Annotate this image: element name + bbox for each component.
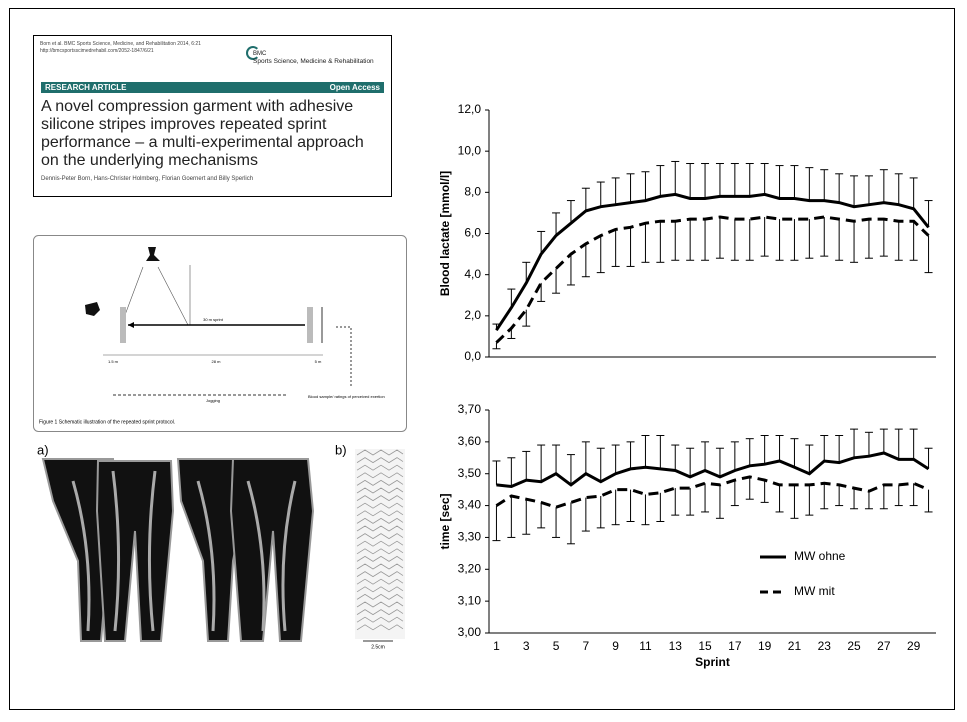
y-tick-label: 4,0: [464, 267, 481, 281]
x-tick-label: 19: [758, 639, 772, 653]
x-tick-label: 11: [639, 639, 652, 653]
y-tick-label: 3,40: [458, 498, 482, 512]
x-tick-label: 17: [728, 639, 742, 653]
y-tick-label: 6,0: [464, 226, 481, 240]
y-axis-title: Blood lactate [mmol/l]: [438, 171, 452, 296]
y-tick-label: 10,0: [458, 143, 482, 157]
x-tick-label: 1: [493, 639, 500, 653]
legend-label: MW mit: [794, 584, 835, 598]
legend-label: MW ohne: [794, 549, 846, 563]
series-line: [496, 453, 928, 487]
x-tick-label: 7: [583, 639, 590, 653]
series-line: [496, 217, 928, 343]
y-axis-title: time [sec]: [438, 493, 452, 549]
x-tick-label: 15: [698, 639, 712, 653]
x-tick-label: 9: [612, 639, 619, 653]
x-tick-label: 13: [669, 639, 683, 653]
y-tick-label: 3,30: [458, 530, 482, 544]
y-tick-label: 3,10: [458, 593, 482, 607]
y-tick-label: 0,0: [464, 349, 481, 363]
x-tick-label: 27: [877, 639, 891, 653]
slide: Born et al. BMC Sports Science, Medicine…: [0, 0, 967, 722]
x-tick-label: 5: [553, 639, 560, 653]
y-tick-label: 3,20: [458, 561, 482, 575]
x-tick-label: 29: [907, 639, 921, 653]
y-tick-label: 3,50: [458, 466, 482, 480]
x-tick-label: 23: [818, 639, 832, 653]
y-tick-label: 3,60: [458, 434, 482, 448]
x-tick-label: 3: [523, 639, 530, 653]
series-line: [496, 477, 928, 507]
y-tick-label: 8,0: [464, 185, 481, 199]
y-tick-label: 3,70: [458, 402, 482, 416]
y-tick-label: 2,0: [464, 308, 481, 322]
x-tick-label: 25: [847, 639, 861, 653]
y-tick-label: 3,00: [458, 625, 482, 639]
charts: 0,0 2,0 4,0 6,0 8,0 10,0 12,0 Blood lactate [mm…: [0, 0, 967, 722]
x-axis-title: Sprint: [695, 655, 730, 669]
x-tick-label: 21: [788, 639, 802, 653]
y-tick-label: 12,0: [458, 102, 482, 116]
